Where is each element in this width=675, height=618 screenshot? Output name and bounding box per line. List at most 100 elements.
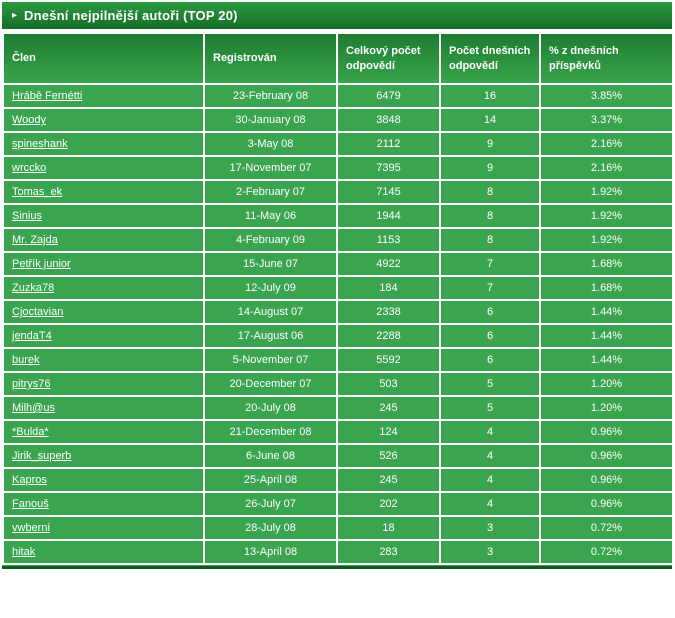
member-link[interactable]: jendaT4 bbox=[12, 330, 52, 342]
member-link[interactable]: hitak bbox=[12, 546, 36, 558]
cell-member: jendaT4 bbox=[2, 323, 205, 349]
cell-member: Jirik_superb bbox=[2, 443, 205, 469]
cell-percent: 2.16% bbox=[539, 155, 674, 181]
table-row: Petřík junior 15-June 07 4922 7 1.68% bbox=[2, 251, 674, 277]
cell-percent: 1.68% bbox=[539, 251, 674, 277]
cell-member: vwberni bbox=[2, 515, 205, 541]
member-link[interactable]: *Bulda* bbox=[12, 426, 49, 438]
member-link[interactable]: Hrábě Fernétti bbox=[12, 90, 83, 102]
table-row: Sinius 11-May 06 1944 8 1.92% bbox=[2, 203, 674, 229]
table-row: Woody 30-January 08 3848 14 3.37% bbox=[2, 107, 674, 133]
table-row: Kapros 25-April 08 245 4 0.96% bbox=[2, 467, 674, 493]
cell-member: Woody bbox=[2, 107, 205, 133]
table-row: Hrábě Fernétti 23-February 08 6479 16 3.85% bbox=[2, 83, 674, 109]
panel-footer-bar bbox=[2, 565, 672, 569]
cell-today-replies: 8 bbox=[439, 179, 541, 205]
cell-member: wrccko bbox=[2, 155, 205, 181]
cell-registered: 4-February 09 bbox=[203, 227, 338, 253]
column-header-today: Počet dnešních odpovědí bbox=[439, 32, 541, 85]
member-link[interactable]: Woody bbox=[12, 114, 47, 126]
cell-member: Milh@us bbox=[2, 395, 205, 421]
member-link[interactable]: Milh@us bbox=[12, 402, 55, 414]
cell-member: Zuzka78 bbox=[2, 275, 205, 301]
member-link[interactable]: Petřík junior bbox=[12, 258, 71, 270]
column-header-registered: Registrován bbox=[203, 32, 338, 85]
cell-percent: 1.20% bbox=[539, 395, 674, 421]
cell-today-replies: 6 bbox=[439, 299, 541, 325]
member-link[interactable]: spineshank bbox=[12, 138, 68, 150]
cell-today-replies: 4 bbox=[439, 443, 541, 469]
member-link[interactable]: Sinius bbox=[12, 210, 42, 222]
member-link[interactable]: Cjoctavian bbox=[12, 306, 64, 318]
cell-registered: 12-July 09 bbox=[203, 275, 338, 301]
cell-percent: 1.44% bbox=[539, 347, 674, 373]
authors-table-body: Hrábě Fernétti 23-February 08 6479 16 3.85% W… bbox=[2, 83, 674, 565]
cell-percent: 1.68% bbox=[539, 275, 674, 301]
cell-total-replies: 2112 bbox=[336, 131, 441, 157]
cell-registered: 15-June 07 bbox=[203, 251, 338, 277]
cell-total-replies: 245 bbox=[336, 467, 441, 493]
member-link[interactable]: Fanouš bbox=[12, 498, 49, 510]
cell-total-replies: 202 bbox=[336, 491, 441, 517]
cell-percent: 3.85% bbox=[539, 83, 674, 109]
cell-percent: 1.44% bbox=[539, 323, 674, 349]
cell-total-replies: 3848 bbox=[336, 107, 441, 133]
cell-registered: 17-August 06 bbox=[203, 323, 338, 349]
cell-today-replies: 3 bbox=[439, 539, 541, 565]
member-link[interactable]: Jirik_superb bbox=[12, 450, 72, 462]
member-link[interactable]: wrccko bbox=[12, 162, 47, 174]
member-link[interactable]: vwberni bbox=[12, 522, 50, 534]
table-row: jendaT4 17-August 06 2288 6 1.44% bbox=[2, 323, 674, 349]
cell-percent: 1.92% bbox=[539, 227, 674, 253]
cell-percent: 0.72% bbox=[539, 539, 674, 565]
member-link[interactable]: Kapros bbox=[12, 474, 47, 486]
forum-stats-panel: ▸ Dnešní nejpilnější autoři (TOP 20) Čle… bbox=[2, 2, 674, 569]
member-link[interactable]: Zuzka78 bbox=[12, 282, 55, 294]
cell-registered: 21-December 08 bbox=[203, 419, 338, 445]
cell-today-replies: 16 bbox=[439, 83, 541, 109]
panel-title: Dnešní nejpilnější autoři (TOP 20) bbox=[24, 8, 238, 23]
cell-registered: 2-February 07 bbox=[203, 179, 338, 205]
table-row: spineshank 3-May 08 2112 9 2.16% bbox=[2, 131, 674, 157]
cell-today-replies: 7 bbox=[439, 251, 541, 277]
panel-title-bar: ▸ Dnešní nejpilnější autoři (TOP 20) bbox=[2, 2, 672, 29]
cell-today-replies: 8 bbox=[439, 227, 541, 253]
cell-today-replies: 14 bbox=[439, 107, 541, 133]
table-row: burek 5-November 07 5592 6 1.44% bbox=[2, 347, 674, 373]
table-row: Fanouš 26-July 07 202 4 0.96% bbox=[2, 491, 674, 517]
cell-total-replies: 124 bbox=[336, 419, 441, 445]
cell-registered: 3-May 08 bbox=[203, 131, 338, 157]
cell-total-replies: 2288 bbox=[336, 323, 441, 349]
cell-registered: 13-April 08 bbox=[203, 539, 338, 565]
cell-percent: 0.96% bbox=[539, 491, 674, 517]
cell-member: Fanouš bbox=[2, 491, 205, 517]
cell-today-replies: 4 bbox=[439, 491, 541, 517]
cell-today-replies: 4 bbox=[439, 467, 541, 493]
member-link[interactable]: Tomas_ek bbox=[12, 186, 63, 198]
cell-member: Cjoctavian bbox=[2, 299, 205, 325]
cell-total-replies: 526 bbox=[336, 443, 441, 469]
cell-member: Petřík junior bbox=[2, 251, 205, 277]
cell-member: *Bulda* bbox=[2, 419, 205, 445]
cell-total-replies: 2338 bbox=[336, 299, 441, 325]
cell-member: Mr. Zajda bbox=[2, 227, 205, 253]
cell-member: Kapros bbox=[2, 467, 205, 493]
cell-total-replies: 18 bbox=[336, 515, 441, 541]
cell-total-replies: 1153 bbox=[336, 227, 441, 253]
top-authors-table: Člen Registrován Celkový počet odpovědí … bbox=[2, 32, 674, 565]
cell-percent: 1.20% bbox=[539, 371, 674, 397]
cell-registered: 11-May 06 bbox=[203, 203, 338, 229]
table-row: vwberni 28-July 08 18 3 0.72% bbox=[2, 515, 674, 541]
member-link[interactable]: pitrys76 bbox=[12, 378, 51, 390]
cell-total-replies: 1944 bbox=[336, 203, 441, 229]
cell-member: Tomas_ek bbox=[2, 179, 205, 205]
cell-today-replies: 5 bbox=[439, 395, 541, 421]
cell-registered: 30-January 08 bbox=[203, 107, 338, 133]
table-row: Zuzka78 12-July 09 184 7 1.68% bbox=[2, 275, 674, 301]
member-link[interactable]: burek bbox=[12, 354, 40, 366]
cell-today-replies: 7 bbox=[439, 275, 541, 301]
column-header-member: Člen bbox=[2, 32, 205, 85]
member-link[interactable]: Mr. Zajda bbox=[12, 234, 58, 246]
cell-percent: 2.16% bbox=[539, 131, 674, 157]
cell-registered: 20-December 07 bbox=[203, 371, 338, 397]
